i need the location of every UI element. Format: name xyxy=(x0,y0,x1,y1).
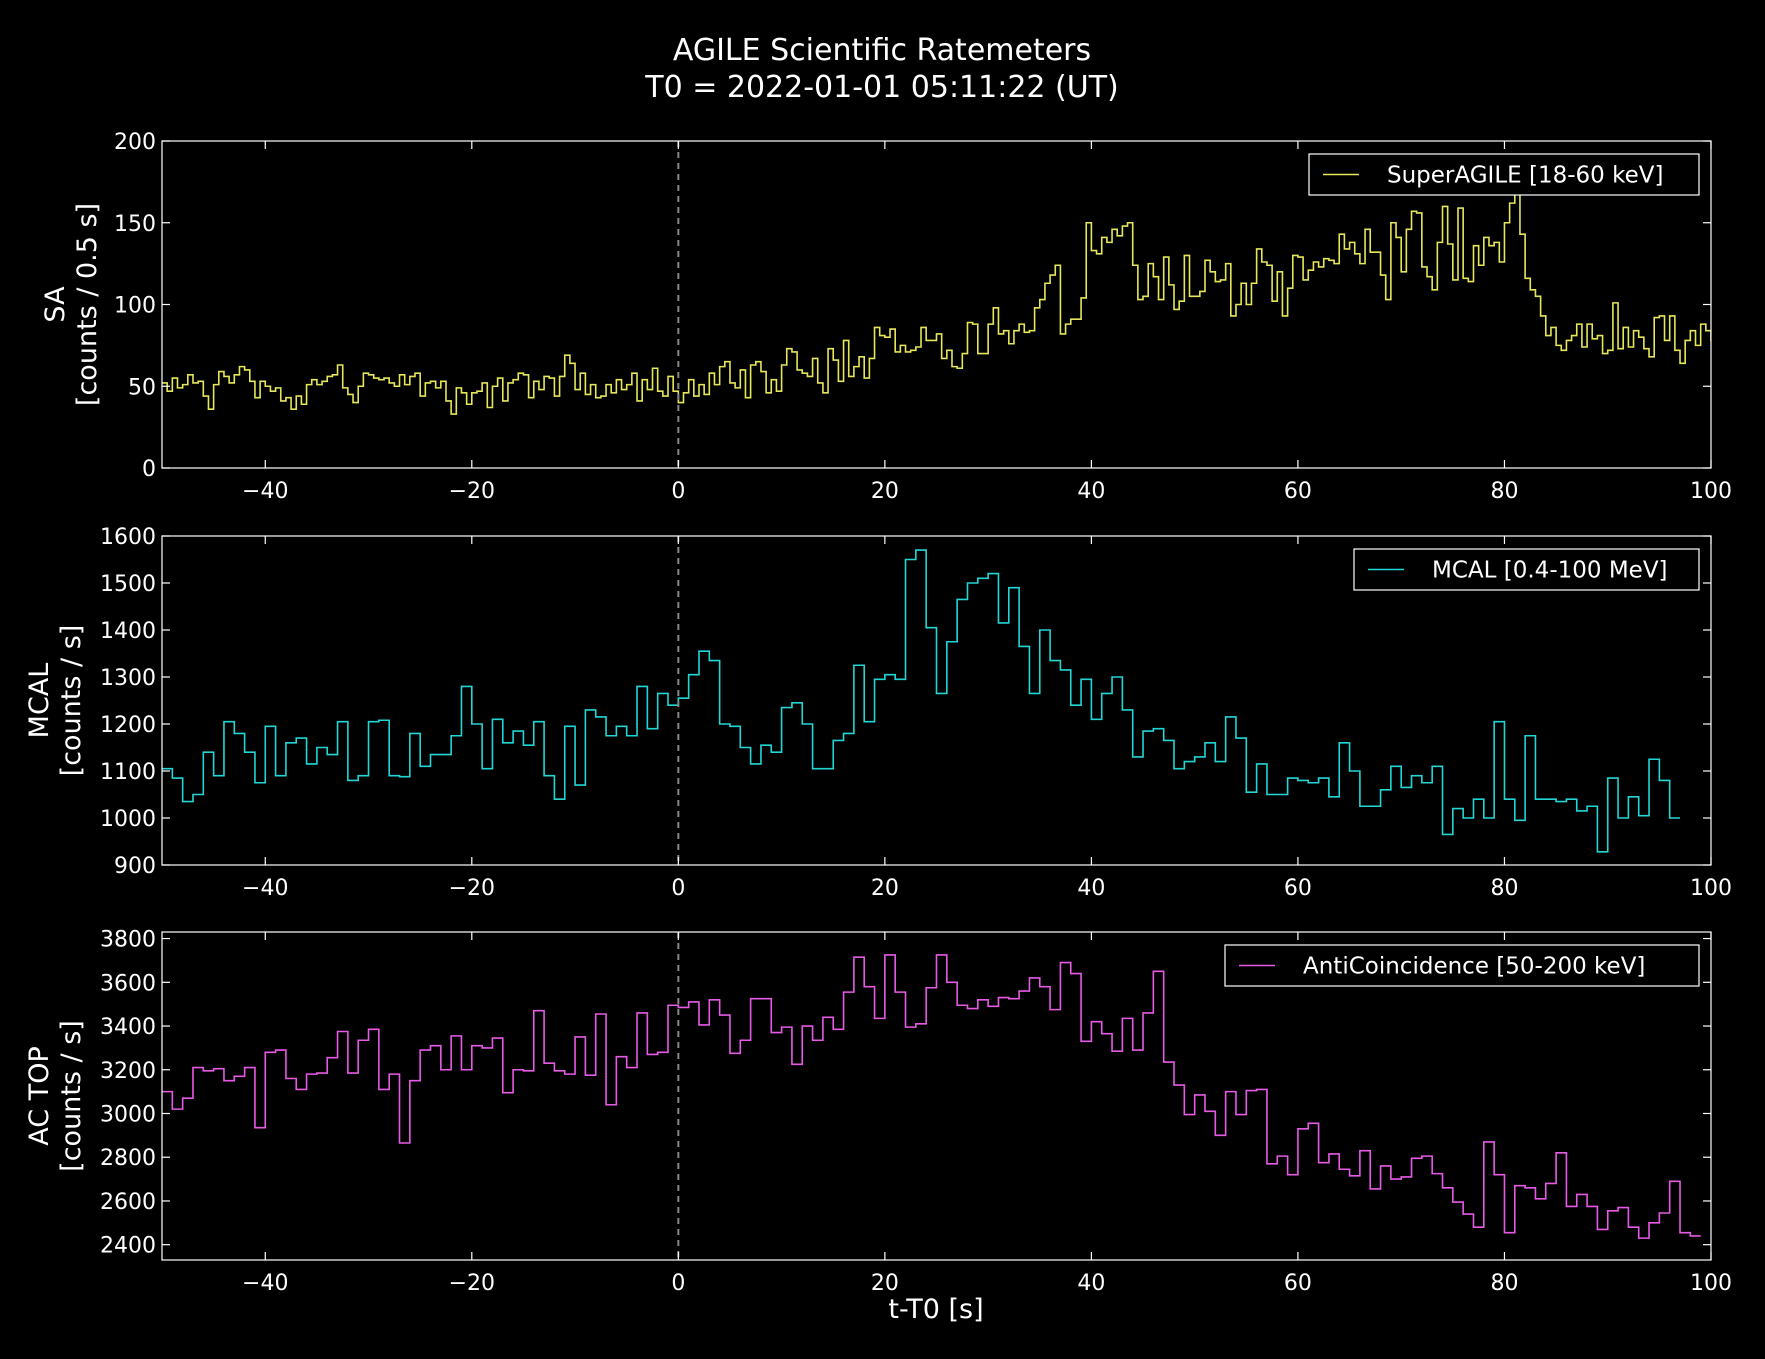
y-tick-label: 1200 xyxy=(100,713,156,738)
ac-ylabel-line1: AC TOP xyxy=(24,1046,55,1145)
x-tick-label: 100 xyxy=(1690,876,1732,901)
mcal-ylabel-line2: [counts / s] xyxy=(56,625,87,777)
y-tick-label: 1400 xyxy=(100,619,156,644)
sa-legend-box xyxy=(1308,153,1700,196)
x-tick-label: −20 xyxy=(449,479,495,504)
x-tick-label: 0 xyxy=(671,876,685,901)
y-tick-label: 2600 xyxy=(100,1190,156,1215)
mcal-ylabel-line1: MCAL xyxy=(24,663,55,739)
y-tick-label: 3800 xyxy=(100,928,156,953)
mcal-series-line xyxy=(162,549,1681,853)
y-tick-label: 3200 xyxy=(100,1059,156,1084)
mcal-legend-label: MCAL [0.4-100 MeV] xyxy=(1432,558,1668,584)
y-tick-label: 900 xyxy=(114,854,156,879)
y-tick-label: 1500 xyxy=(100,572,156,597)
x-tick-label: 0 xyxy=(671,479,685,504)
sa-series-line xyxy=(162,184,1711,415)
x-tick-label: 60 xyxy=(1284,1271,1312,1296)
sa-ylabel-line2: [counts / 0.5 s] xyxy=(72,203,103,406)
x-tick-label: 20 xyxy=(871,479,899,504)
x-tick-label: 80 xyxy=(1490,479,1518,504)
ac-ylabel-line2: [counts / s] xyxy=(56,1020,87,1172)
ac-legend-label: AntiCoincidence [50-200 keV] xyxy=(1303,954,1645,980)
panel-mcal: −40 −20 0 20 40 60 80 100 900 1000 1100 1200 1300 140… xyxy=(24,525,1732,901)
y-tick-label: 1000 xyxy=(100,807,156,832)
y-tick-label: 50 xyxy=(128,375,156,400)
y-tick-label: 1100 xyxy=(100,760,156,785)
x-tick-label: −40 xyxy=(242,876,288,901)
x-tick-label: 100 xyxy=(1690,1271,1732,1296)
x-tick-label: 80 xyxy=(1490,1271,1518,1296)
x-tick-label: 60 xyxy=(1284,479,1312,504)
x-tick-label: −20 xyxy=(449,1271,495,1296)
y-tick-label: 1600 xyxy=(100,525,156,550)
y-tick-label: 100 xyxy=(114,294,156,319)
ac-series-line xyxy=(162,954,1701,1239)
y-tick-label: 3400 xyxy=(100,1015,156,1040)
figure-title-line1: AGILE Scientific Ratemeters xyxy=(673,33,1091,68)
y-tick-label: 150 xyxy=(114,212,156,237)
x-tick-label: 0 xyxy=(671,1271,685,1296)
y-tick-label: 200 xyxy=(114,130,156,155)
y-tick-label: 2400 xyxy=(100,1234,156,1259)
mcal-legend-box xyxy=(1353,548,1700,591)
x-tick-label: 100 xyxy=(1690,479,1732,504)
x-tick-label: 20 xyxy=(871,1271,899,1296)
x-tick-label: 40 xyxy=(1077,876,1105,901)
sa-ylabel-line1: SA xyxy=(40,286,71,323)
panel-ac: −40 −20 0 20 40 60 80 100 2400 2600 2800 3000 3200 34… xyxy=(24,928,1732,1296)
x-tick-label: −40 xyxy=(242,1271,288,1296)
x-tick-label: 20 xyxy=(871,876,899,901)
x-tick-label: −20 xyxy=(449,876,495,901)
y-tick-label: 3600 xyxy=(100,971,156,996)
x-tick-label: 80 xyxy=(1490,876,1518,901)
x-axis-label: t-T0 [s] xyxy=(888,1294,983,1325)
panel-sa: −40 −20 0 20 40 60 80 100 0 50 100 150 200 SA [counts … xyxy=(40,130,1732,504)
x-tick-label: 60 xyxy=(1284,876,1312,901)
figure-title-line2: T0 = 2022-01-01 05:11:22 (UT) xyxy=(644,70,1118,105)
ac-axes-frame xyxy=(161,931,1712,1261)
ac-legend-box xyxy=(1224,944,1700,987)
mcal-axes-frame xyxy=(161,535,1712,866)
x-tick-label: −40 xyxy=(242,479,288,504)
x-tick-label: 40 xyxy=(1077,1271,1105,1296)
y-tick-label: 1300 xyxy=(100,666,156,691)
y-tick-label: 0 xyxy=(142,457,156,482)
x-tick-label: 40 xyxy=(1077,479,1105,504)
y-tick-label: 2800 xyxy=(100,1146,156,1171)
sa-legend-label: SuperAGILE [18-60 keV] xyxy=(1387,163,1663,189)
y-tick-label: 3000 xyxy=(100,1102,156,1127)
